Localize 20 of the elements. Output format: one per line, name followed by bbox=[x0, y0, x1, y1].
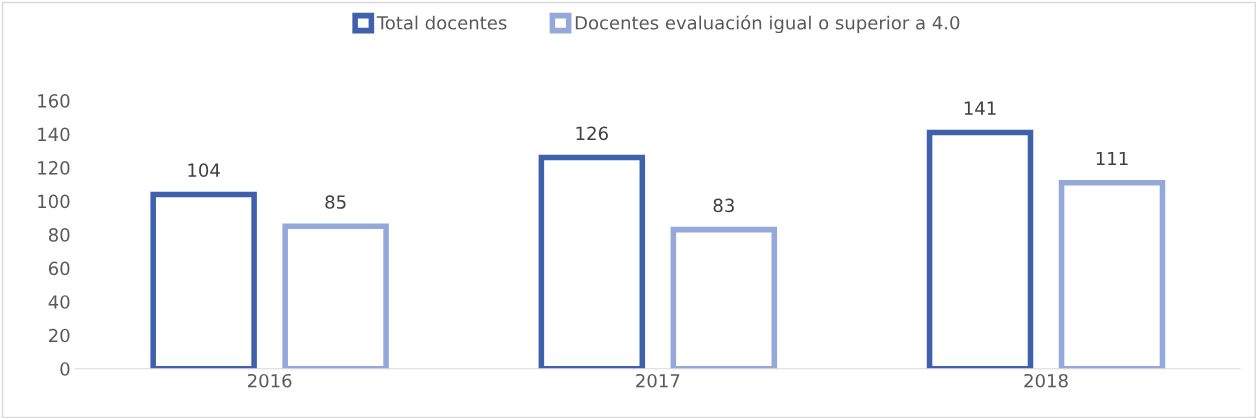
y-tick-label: 60 bbox=[48, 261, 70, 276]
data-label: 104 bbox=[188, 163, 220, 178]
x-tick-label: 2016 bbox=[247, 373, 292, 388]
x-tick-label: 2018 bbox=[1024, 373, 1068, 388]
data-label: 111 bbox=[1096, 151, 1128, 166]
legend-label: Docentes evaluación igual o superior a 4.0 bbox=[575, 14, 960, 34]
legend-label: Total docentes bbox=[376, 15, 507, 30]
y-tick-label: 100 bbox=[38, 194, 70, 209]
y-tick-label: 20 bbox=[49, 328, 70, 343]
y-tick-label: 120 bbox=[38, 161, 70, 175]
data-label: 83 bbox=[713, 198, 734, 213]
data-label: 126 bbox=[576, 126, 608, 141]
y-tick-label: 40 bbox=[48, 295, 70, 309]
y-tick-label: 160 bbox=[38, 94, 70, 108]
y-tick-label: 140 bbox=[38, 127, 70, 142]
x-tick-label: 2017 bbox=[636, 373, 680, 388]
data-label: 85 bbox=[325, 195, 346, 209]
data-label: 141 bbox=[964, 101, 996, 115]
y-tick-label: 0 bbox=[60, 362, 70, 376]
y-tick-label: 80 bbox=[48, 228, 70, 242]
